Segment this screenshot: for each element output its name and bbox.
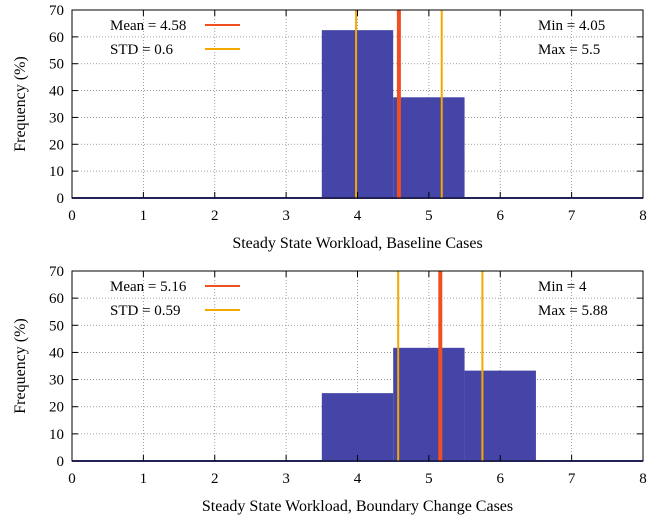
annotation-min-label: Min = 4.05 [538, 18, 605, 34]
x-tick-label: 2 [211, 471, 219, 487]
y-tick-label: 40 [49, 345, 64, 361]
x-tick-label: 6 [497, 471, 505, 487]
x-tick-label: 8 [639, 208, 647, 224]
y-tick-label: 60 [49, 30, 64, 46]
legend-std-label: STD = 0.59 [110, 303, 181, 319]
histogram-panel-2: 0 1 2 3 4 5 6 7 8 0 10 20 30 40 50 60 70 Steady State Wor… [12, 264, 647, 515]
annotation-max-label: Max = 5.88 [538, 303, 608, 319]
y-tick-label: 20 [49, 137, 64, 153]
x-axis-label: Steady State Workload, Boundary Change C… [202, 498, 513, 515]
y-tick-label: 0 [57, 454, 65, 470]
y-tick-label: 0 [57, 191, 65, 207]
y-tick-label: 10 [49, 164, 64, 180]
legend-mean-label: Mean = 4.58 [110, 18, 186, 34]
x-tick-label: 5 [425, 208, 433, 224]
x-tick-label: 0 [68, 208, 76, 224]
histogram-bar [393, 97, 465, 198]
x-axis-label: Steady State Workload, Baseline Cases [232, 235, 482, 252]
y-tick-label: 30 [49, 373, 64, 389]
annotation-max-label: Max = 5.5 [538, 42, 600, 58]
y-tick-label: 10 [49, 427, 64, 443]
x-tick-label: 8 [639, 471, 647, 487]
x-tick-label: 7 [568, 208, 576, 224]
histogram-bar [393, 347, 465, 461]
x-tick-label: 3 [282, 208, 290, 224]
x-tick-label: 4 [354, 208, 362, 224]
x-tick-label: 5 [425, 471, 433, 487]
x-tick-label: 7 [568, 471, 576, 487]
annotation-min-label: Min = 4 [538, 279, 587, 295]
y-tick-label: 50 [49, 318, 64, 334]
x-tick-label: 1 [140, 208, 148, 224]
y-axis-label: Frequency (%) [12, 56, 29, 152]
x-tick-label: 0 [68, 471, 76, 487]
y-tick-label: 30 [49, 110, 64, 126]
histogram-bar [321, 393, 394, 461]
histogram-bar [321, 30, 394, 199]
y-tick-label: 40 [49, 84, 64, 100]
legend-mean-label: Mean = 5.16 [110, 279, 187, 295]
y-tick-label: 70 [49, 3, 64, 19]
histogram-bar [464, 370, 536, 461]
x-tick-label: 2 [211, 208, 219, 224]
x-tick-label: 1 [140, 471, 148, 487]
y-tick-label: 50 [49, 57, 64, 73]
x-tick-label: 4 [354, 471, 362, 487]
x-tick-label: 6 [497, 208, 505, 224]
x-tick-label: 3 [282, 471, 290, 487]
y-tick-label: 20 [49, 400, 64, 416]
y-tick-label: 60 [49, 291, 64, 307]
histogram-panel-1: 0 1 2 3 4 5 6 7 8 0 10 20 30 40 50 60 70 Steady State Wor… [12, 3, 647, 252]
legend-std-label: STD = 0.6 [110, 42, 174, 58]
y-axis-label: Frequency (%) [12, 318, 29, 414]
y-tick-label: 70 [49, 264, 64, 280]
